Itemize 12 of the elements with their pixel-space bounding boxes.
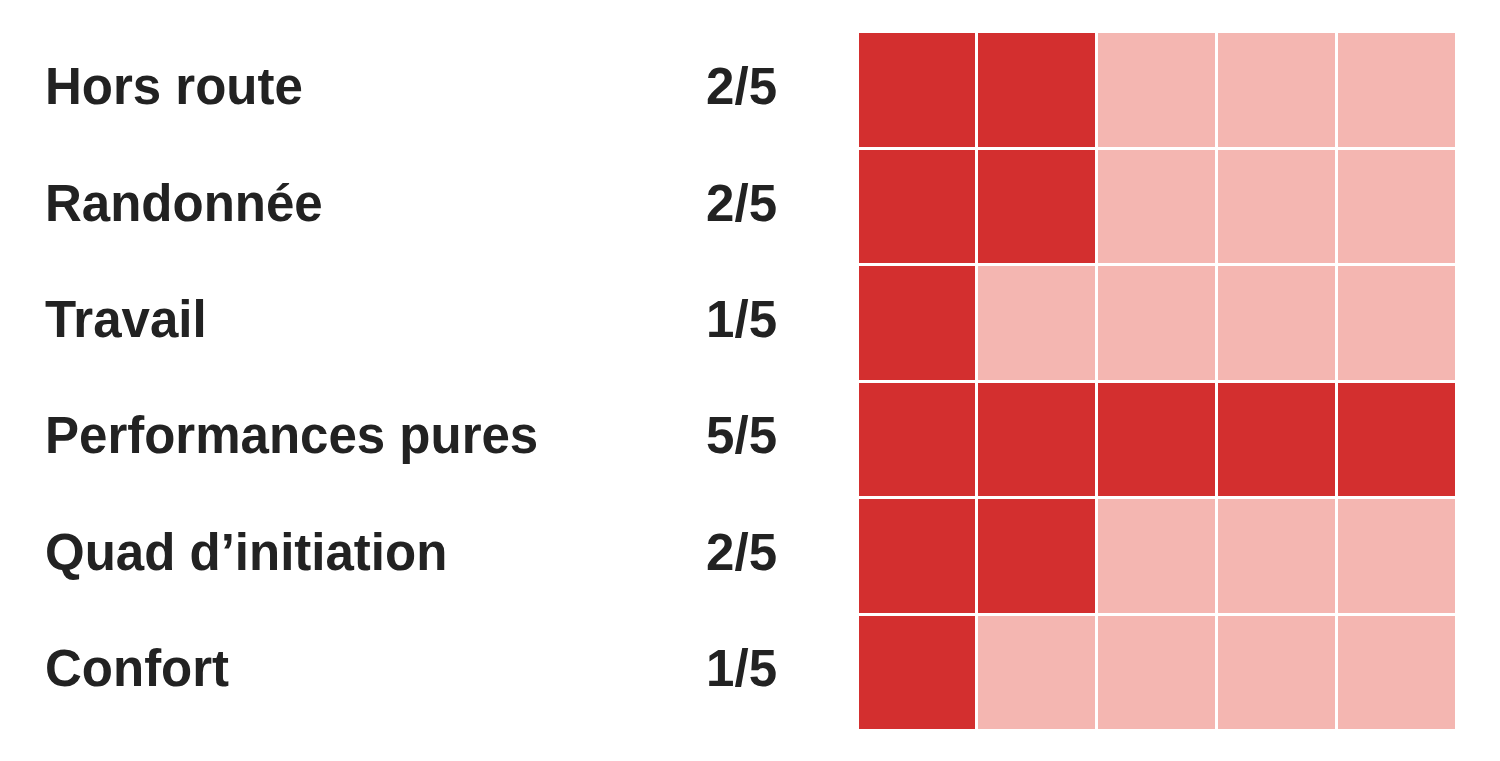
y-tick-label: Quad d’initiation (45, 523, 448, 581)
data-label: 2/5 (706, 58, 777, 116)
y-tick-label: Randonnée (45, 174, 323, 232)
y-tick-label: Travail (45, 291, 207, 349)
data-label: 1/5 (706, 291, 777, 349)
y-tick-label: Confort (45, 640, 230, 698)
data-label: 5/5 (706, 407, 777, 465)
y-tick-label: Performances pures (45, 407, 539, 465)
data-label: 2/5 (706, 523, 777, 581)
y-tick-label: Hors route (45, 58, 303, 116)
data-label: 1/5 (706, 640, 777, 698)
data-label: 2/5 (706, 174, 777, 232)
